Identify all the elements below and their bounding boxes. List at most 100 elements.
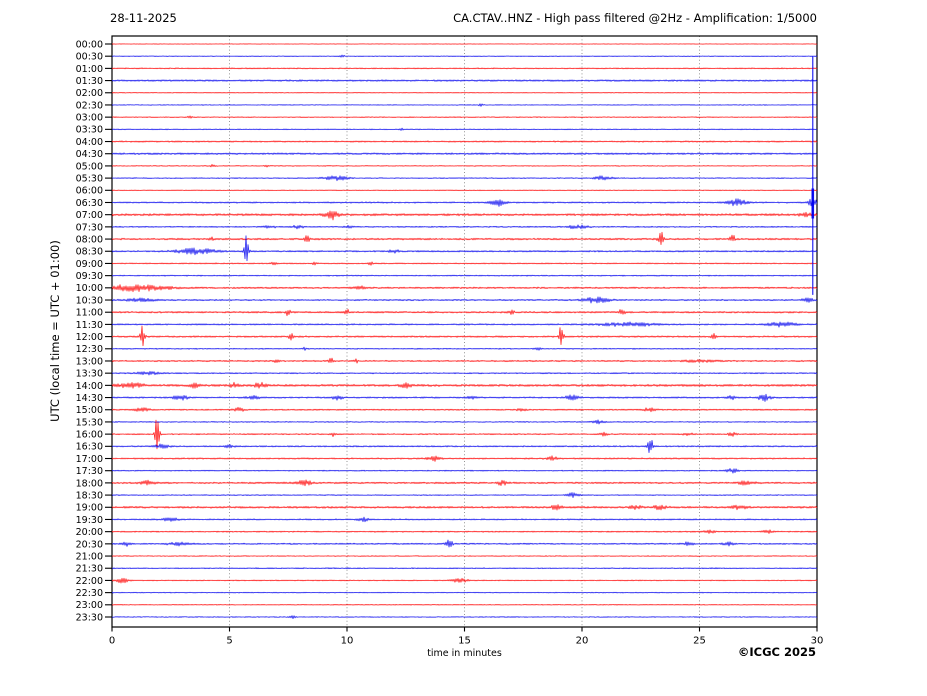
y-tick-label: 00:30 [76, 52, 103, 63]
x-tick-label: 20 [576, 636, 589, 647]
y-tick-label: 11:30 [76, 320, 103, 331]
y-tick-label: 09:30 [76, 271, 103, 282]
y-tick-label: 10:30 [76, 295, 103, 306]
x-tick-label: 25 [693, 636, 706, 647]
y-tick-label: 11:00 [76, 308, 103, 319]
y-tick-label: 17:30 [76, 466, 103, 477]
seismo-trace-22:00 [111, 577, 818, 584]
y-tick-label: 07:30 [76, 222, 103, 233]
date-label: 28-11-2025 [110, 11, 177, 25]
x-axis-ticks: 0 5 10 15 20 25 30 [109, 627, 824, 647]
gridlines [229, 36, 700, 627]
seismo-trace-23:00 [111, 604, 818, 606]
seismo-trace-00:00 [111, 43, 818, 45]
y-tick-label: 16:30 [76, 442, 103, 453]
seismo-trace-09:30 [111, 274, 818, 277]
y-tick-label: 15:30 [76, 417, 103, 428]
y-tick-label: 05:30 [76, 174, 103, 185]
y-tick-label: 02:00 [76, 88, 103, 99]
y-tick-label: 14:00 [76, 381, 103, 392]
seismo-trace-03:00 [111, 115, 818, 119]
seismo-trace-23:30 [111, 615, 818, 619]
seismo-trace-10:00 [111, 284, 818, 293]
seismo-trace-15:30 [111, 419, 818, 425]
seismo-trace-18:00 [111, 479, 818, 487]
y-axis-title: UTC (local time = UTC + 01:00) [48, 240, 62, 422]
seismo-trace-12:00 [111, 325, 818, 347]
seismo-trace-21:30 [111, 567, 818, 570]
seismo-trace-16:00 [111, 419, 818, 450]
y-tick-label: 20:30 [76, 539, 103, 550]
seismo-trace-21:00 [111, 555, 818, 557]
seismo-trace-12:30 [111, 346, 818, 351]
y-tick-label: 15:00 [76, 405, 103, 416]
y-tick-label: 10:00 [76, 283, 103, 294]
x-tick-label: 5 [226, 636, 232, 647]
seismo-trace-04:00 [111, 140, 818, 143]
y-tick-label: 02:30 [76, 100, 103, 111]
seismo-trace-04:30 [111, 152, 818, 155]
credit-label: ©ICGC 2025 [737, 645, 816, 659]
y-tick-label: 04:00 [76, 137, 103, 148]
y-tick-label: 22:30 [76, 588, 103, 599]
x-axis-title: time in minutes [427, 648, 502, 659]
seismo-trace-08:30 [111, 235, 818, 262]
seismo-trace-13:00 [111, 357, 818, 364]
y-tick-label: 18:00 [76, 478, 103, 489]
y-tick-label: 01:30 [76, 76, 103, 87]
y-tick-label: 09:00 [76, 259, 103, 270]
seismo-trace-18:30 [111, 492, 818, 498]
seismo-trace-10:30 [111, 296, 818, 304]
y-tick-label: 19:30 [76, 515, 103, 526]
seismo-trace-17:00 [111, 455, 818, 462]
y-tick-label: 12:00 [76, 332, 103, 343]
y-tick-label: 17:00 [76, 454, 103, 465]
x-tick-label: 0 [109, 636, 115, 647]
y-tick-label: 03:30 [76, 125, 103, 136]
seismo-trace-00:30 [111, 54, 818, 58]
y-tick-label: 20:00 [76, 527, 103, 538]
seismo-trace-06:30 [111, 198, 818, 209]
y-tick-label: 06:00 [76, 186, 103, 197]
seismo-trace-07:00 [111, 210, 818, 221]
x-tick-label: 30 [811, 636, 824, 647]
seismo-trace-08:00 [111, 231, 818, 245]
y-tick-label: 07:00 [76, 210, 103, 221]
y-tick-label: 08:30 [76, 247, 103, 258]
seismo-trace-20:30 [111, 539, 818, 548]
seismo-trace-05:30 [111, 175, 818, 182]
x-tick-label: 15 [458, 636, 471, 647]
y-tick-label: 00:00 [76, 39, 103, 50]
y-tick-label: 18:30 [76, 490, 103, 501]
seismo-trace-02:00 [111, 92, 818, 94]
y-tick-label: 22:00 [76, 576, 103, 587]
y-tick-label: 16:00 [76, 430, 103, 441]
y-tick-label: 23:30 [76, 612, 103, 623]
seismo-trace-09:00 [111, 261, 818, 266]
seismo-trace-01:00 [111, 67, 818, 70]
seismo-trace-05:00 [111, 164, 818, 168]
seismo-trace-11:30 [111, 321, 818, 328]
seismo-trace-11:00 [111, 308, 818, 317]
seismo-trace-07:30 [111, 224, 818, 230]
plot-title: CA.CTAV..HNZ - High pass filtered @2Hz -… [453, 11, 817, 25]
y-tick-label: 19:00 [76, 503, 103, 514]
y-tick-label: 08:00 [76, 234, 103, 245]
seismo-trace-19:30 [111, 516, 818, 523]
seismo-trace-01:30 [111, 79, 818, 82]
y-tick-label: 14:30 [76, 393, 103, 404]
seismo-trace-14:00 [111, 381, 818, 389]
y-tick-label: 23:00 [76, 600, 103, 611]
y-tick-label: 01:00 [76, 64, 103, 75]
seismo-trace-17:30 [111, 468, 818, 474]
y-tick-label: 04:30 [76, 149, 103, 160]
y-tick-label: 06:30 [76, 198, 103, 209]
seismo-trace-22:30 [111, 591, 818, 594]
seismo-trace-16:30 [111, 440, 818, 453]
y-tick-label: 12:30 [76, 344, 103, 355]
y-tick-label: 21:00 [76, 551, 103, 562]
y-tick-label: 13:30 [76, 369, 103, 380]
